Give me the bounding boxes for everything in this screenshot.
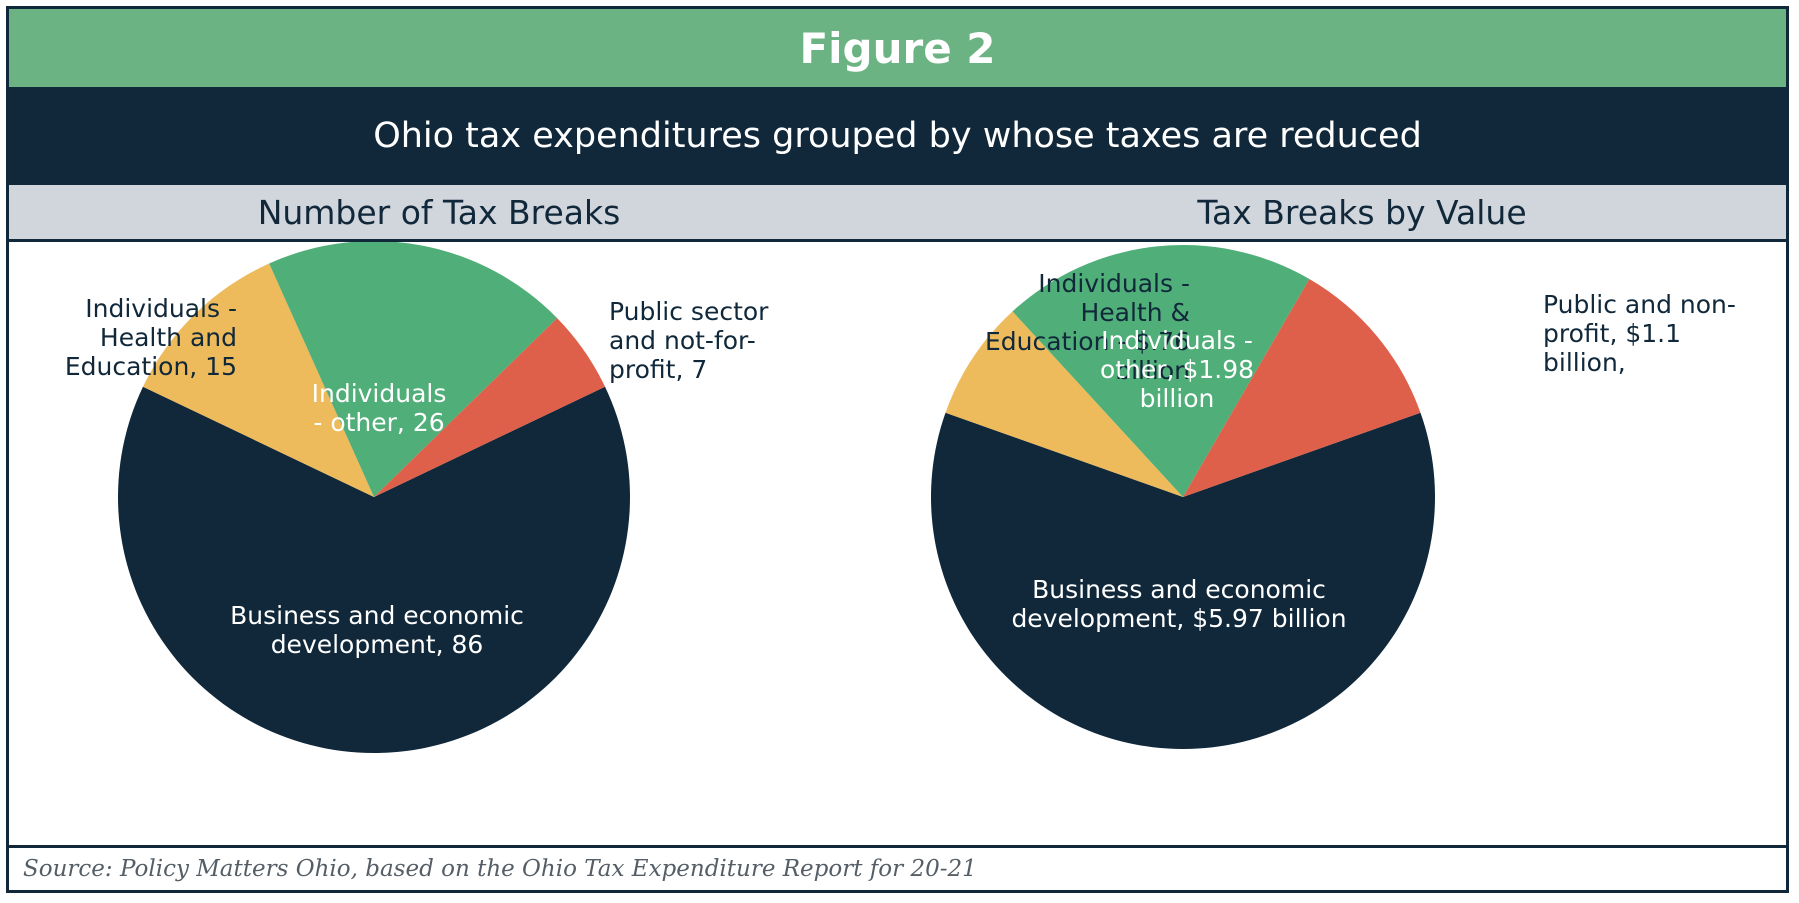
slice-label-line: profit, $1.1: [1543, 319, 1681, 348]
figure-title: Figure 2: [9, 9, 1786, 87]
chart-headers: Number of Tax Breaks Tax Breaks by Value: [9, 185, 1786, 242]
left-chart-title: Number of Tax Breaks: [257, 192, 621, 232]
slice-label-line: Public sector: [609, 297, 769, 326]
pie-slice: [117, 386, 630, 753]
pie-slice: [945, 311, 1183, 497]
slice-label: Business and economic development, $5.97 …: [1011, 575, 1346, 633]
pie-slice: [931, 412, 1435, 749]
slice-label-line: billion: [1115, 356, 1190, 385]
source-note: Source: Policy Matters Ohio, based on th…: [9, 845, 1786, 890]
figure-frame: Figure 2 Ohio tax expenditures grouped b…: [6, 6, 1789, 893]
slice-label-line: Health &: [1080, 298, 1190, 327]
pie-charts: Business and economic development, 86Indi…: [65, 242, 1736, 753]
pie-count: [117, 242, 630, 753]
slice-label-line: - other, 26: [313, 408, 444, 437]
slice-label: Individuals - other, 26: [312, 379, 447, 437]
slice-label-line: billion,: [1543, 348, 1626, 377]
slice-label: Individuals -other, $1.98 billion: [1100, 326, 1254, 413]
slice-label-line: Business and economic: [230, 601, 524, 630]
slice-label-line: Health and: [100, 323, 237, 352]
slice-label-line: Individuals -: [85, 294, 237, 323]
pie-value: [931, 245, 1435, 749]
slice-label-line: Business and economic: [1032, 575, 1326, 604]
pie-slice: [142, 263, 374, 497]
pie-slice: [1012, 245, 1310, 497]
slice-label-line: profit, 7: [609, 355, 707, 384]
slice-label-line: other, $1.98: [1100, 355, 1254, 384]
slice-label-line: Individuals -: [1101, 326, 1253, 355]
slice-label-line: Individuals -: [1038, 269, 1190, 298]
slice-label-line: Education, 15: [65, 352, 237, 381]
slice-label-line: Public and non-: [1543, 290, 1736, 319]
slice-label: Public sector and not-for-profit, 7: [609, 297, 769, 384]
slice-label: Public and non-profit, $1.1 billion,: [1543, 290, 1736, 377]
slice-label-line: development, 86: [271, 630, 484, 659]
slice-label-line: Education - $.76: [985, 327, 1190, 356]
slice-label-line: Individuals: [312, 379, 447, 408]
pie-slice: [269, 242, 558, 497]
right-chart-title: Tax Breaks by Value: [1197, 192, 1527, 232]
pie-slice: [1183, 278, 1421, 497]
slice-label: Individuals -Health & Education - $.76 bil…: [985, 269, 1190, 385]
slice-label-line: development, $5.97 billion: [1011, 604, 1346, 633]
slice-label: Business and economic development, 86: [230, 601, 524, 659]
slice-label-line: and not-for-: [609, 326, 756, 355]
slice-label-line: billion: [1140, 384, 1215, 413]
slice-label: Individuals -Health and Education, 15: [65, 294, 237, 381]
figure-subtitle: Ohio tax expenditures grouped by whose t…: [9, 87, 1786, 185]
pie-slice: [374, 318, 606, 497]
